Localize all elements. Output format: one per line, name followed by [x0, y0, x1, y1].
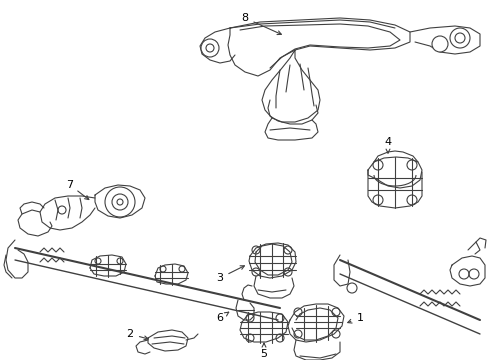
Text: 2: 2 [126, 329, 133, 339]
Circle shape [201, 39, 219, 57]
Text: 7: 7 [66, 180, 73, 190]
Text: 4: 4 [384, 137, 391, 147]
Text: 1: 1 [356, 313, 363, 323]
Circle shape [105, 187, 135, 217]
Text: 3: 3 [216, 273, 223, 283]
Text: 8: 8 [241, 13, 248, 23]
Text: 5: 5 [260, 349, 267, 359]
Text: 6: 6 [216, 313, 223, 323]
Circle shape [449, 28, 469, 48]
Circle shape [431, 36, 447, 52]
